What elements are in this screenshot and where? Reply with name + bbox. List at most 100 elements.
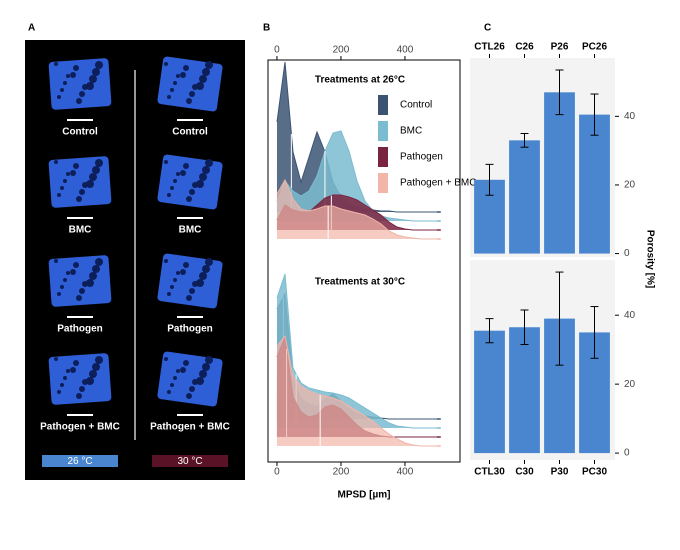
scan-pore [205,356,213,364]
image-label: BMC [179,225,202,236]
y-tick-label: 40 [624,111,636,122]
scan-pore [189,91,195,97]
scan-pore [63,376,67,380]
scan-pore [180,269,186,275]
x-tick-label: 0 [274,467,280,478]
panel-b-frame [267,59,461,463]
bar [474,330,505,454]
scan-pore [199,370,207,378]
scan-pore [186,393,192,399]
x-tick-label: C26 [515,42,534,53]
scan-pore [196,82,204,90]
legend-swatch [378,95,388,115]
scan-pore [180,170,186,176]
scan-pore [60,383,64,387]
scan-pore [167,193,171,197]
scan-pore [189,288,195,294]
scan-pore [54,62,58,66]
legend-label: BMC [400,126,422,137]
y-tick-label: 20 [624,379,636,390]
scan-pore [167,292,171,296]
scan-pore [183,65,189,71]
scan-pore [205,159,213,167]
scan-pore [189,189,195,195]
scan-pore [92,68,100,76]
scan-pore [73,163,79,169]
ridge-line [276,273,437,429]
scan-pore [202,265,210,273]
scan-pore [79,91,85,97]
scan-pore [73,360,79,366]
scan-pore [196,279,204,287]
scan-pore [196,180,204,188]
legend-swatch [378,147,388,167]
scan-pore [199,75,207,83]
bar [579,114,610,254]
scan-pore [205,61,213,69]
scan-pore [167,390,171,394]
scan-pore [89,272,97,280]
scan-pore [167,95,171,99]
scan-pore [176,271,180,275]
scan-pore [199,272,207,280]
temperature-label: 26 °C [67,456,92,467]
x-tick-label: 200 [333,467,350,478]
legend-label: Pathogen + BMC [400,178,476,189]
x-tick-label: 400 [397,467,414,478]
image-label: Pathogen + BMC [150,422,230,433]
scan-pore [66,369,70,373]
legend-swatch [378,121,388,141]
scan-pore [70,269,76,275]
scan-pore [170,186,174,190]
ridge-fill [276,180,437,239]
scan-pore [164,259,168,263]
scan-pore [176,74,180,78]
scan-pore [192,84,198,90]
y-tick-label: 40 [624,310,636,321]
scan-pore [89,75,97,83]
scan-pore [63,179,67,183]
bar [544,92,575,254]
scan-pore [186,98,192,104]
scan-pore [57,95,61,99]
scan-pore [173,278,177,282]
scan-pore [82,379,88,385]
y-tick-label: 20 [624,180,636,191]
scan-pore [70,170,76,176]
scan-pore [70,72,76,78]
scan-pore [89,370,97,378]
x-axis-label: MPSD [µm] [338,490,391,501]
scan-pore [186,295,192,301]
scan-pore [54,357,58,361]
scan-pore [170,285,174,289]
scan-pore [180,72,186,78]
x-tick-label: C30 [515,467,534,478]
scan-pore [57,390,61,394]
scan-pore [60,186,64,190]
x-tick-label: CTL26 [474,42,505,53]
panel-label: A [28,23,35,34]
scan-pore [76,98,82,104]
scan-pore [176,172,180,176]
scan-pore [164,357,168,361]
image-label: BMC [69,225,92,236]
scan-pore [205,258,213,266]
scan-pore [60,285,64,289]
scan-pore [202,166,210,174]
scan-pore [60,88,64,92]
scan-pore [73,262,79,268]
scan-pore [95,61,103,69]
scan-pore [189,386,195,392]
scan-pore [79,189,85,195]
x-tick-label: P30 [551,467,569,478]
panel-label: C [484,23,491,34]
temperature-bar [152,455,228,467]
x-tick-label: PC26 [582,42,607,53]
scan-pore [66,74,70,78]
bar [509,327,540,454]
scan-pore [173,179,177,183]
ridge-title: Treatments at 26°C [315,75,405,86]
scan-pore [86,180,94,188]
scan-pore [173,81,177,85]
scan-pore [54,160,58,164]
